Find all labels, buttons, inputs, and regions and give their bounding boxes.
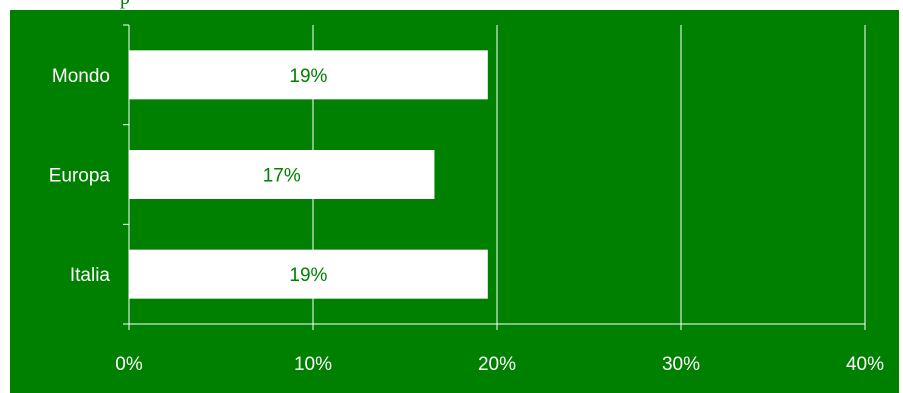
bar-mondo — [129, 50, 488, 100]
bar-italia — [129, 249, 488, 299]
category-label: Italia — [70, 265, 111, 286]
bar-value-label: 19% — [289, 265, 327, 286]
clipped-title-text: p — [120, 0, 130, 8]
category-label: Mondo — [52, 66, 110, 87]
bar-europa — [129, 150, 435, 199]
x-tick-label: 0% — [115, 354, 143, 375]
bar-chart: 0% 10% 20% 30% 40% 19% Mondo 17% Europa 19% Italia — [49, 24, 884, 375]
x-tick-label: 10% — [294, 354, 332, 375]
chart-panel: 0% 10% 20% 30% 40% 19% Mondo 17% Europa 19% Italia — [10, 10, 899, 393]
x-tick-label: 20% — [478, 354, 516, 375]
bar-value-label: 17% — [263, 166, 301, 187]
x-tick-label: 40% — [846, 354, 884, 375]
bar-value-label: 19% — [289, 66, 327, 87]
category-label: Europa — [49, 166, 111, 187]
x-tick-label: 30% — [662, 354, 700, 375]
